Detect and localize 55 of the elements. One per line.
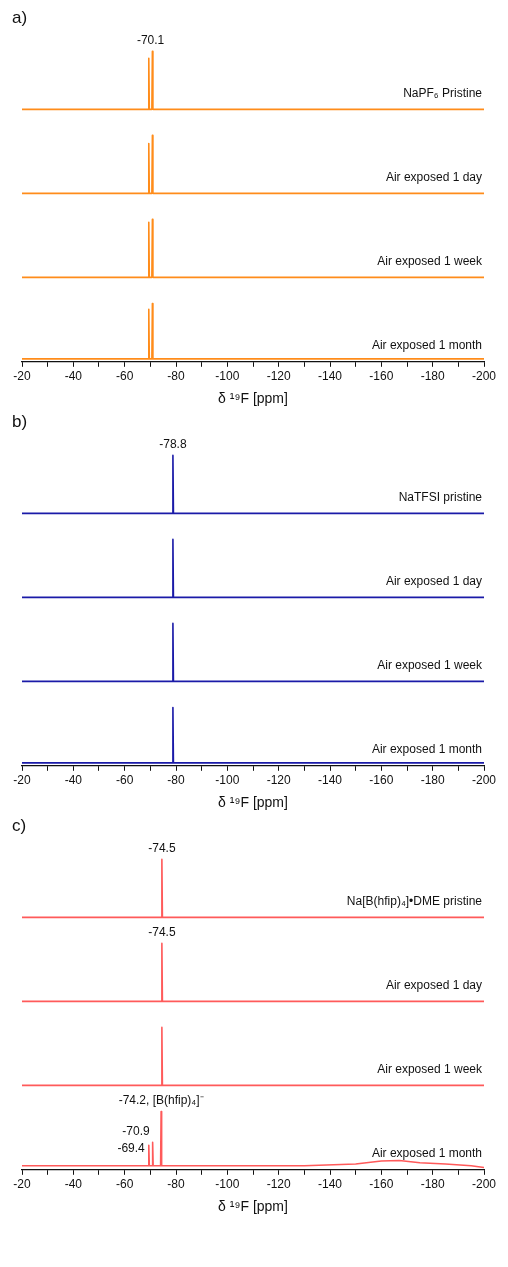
series-label: Air exposed 1 week <box>377 657 483 672</box>
x-tick-label: -140 <box>317 369 343 384</box>
x-axis-title: δ ¹⁹F [ppm] <box>218 1198 288 1215</box>
x-tick-label: -80 <box>167 1177 185 1192</box>
x-tick-label: -80 <box>167 773 185 788</box>
x-tick-label: -100 <box>215 1177 240 1192</box>
x-axis-title: δ ¹⁹F [ppm] <box>218 390 288 407</box>
x-tick-label: -160 <box>369 773 394 788</box>
x-tick-label: -40 <box>64 1177 83 1192</box>
series-label: Air exposed 1 day <box>385 169 482 184</box>
x-axis-title: δ ¹⁹F [ppm] <box>218 794 288 811</box>
x-tick-label: -40 <box>64 369 83 384</box>
x-tick-label: -120 <box>266 773 291 788</box>
x-tick-label: -40 <box>64 773 83 788</box>
x-tick-label: -200 <box>471 773 497 788</box>
series-label: Air exposed 1 week <box>377 253 483 268</box>
x-tick-label: -60 <box>115 1177 134 1192</box>
x-tick-label: -160 <box>369 1177 394 1192</box>
x-tick-label: -180 <box>420 773 445 788</box>
series-label: Air exposed 1 week <box>377 1061 483 1076</box>
x-tick-label: -20 <box>13 1177 31 1192</box>
annotation: -74.5 <box>148 840 176 855</box>
chart-title: b) <box>12 412 28 432</box>
x-tick-label: -120 <box>266 369 291 384</box>
x-tick-label: -180 <box>420 1177 445 1192</box>
x-tick-label: -80 <box>167 369 185 384</box>
x-tick-label: -60 <box>115 369 134 384</box>
annotation: -69.4 <box>117 1141 146 1156</box>
x-tick-label: -100 <box>215 369 240 384</box>
x-tick-label: -180 <box>420 369 445 384</box>
x-tick-label: -20 <box>13 773 31 788</box>
annotation: -70.1 <box>136 32 165 47</box>
x-tick-label: -140 <box>317 773 343 788</box>
x-tick-label: -200 <box>471 1177 497 1192</box>
annotation: -70.9 <box>122 1123 150 1138</box>
series-label: Air exposed 1 month <box>371 1146 482 1161</box>
series-label: Air exposed 1 day <box>385 573 482 588</box>
series-label: Air exposed 1 month <box>371 742 482 757</box>
series-label: NaPF₆ Pristine <box>403 85 483 100</box>
annotation: -74.2, [B(hfip)₄]⁻ <box>118 1092 204 1107</box>
chart-title: c) <box>12 816 27 836</box>
annotation: -74.5 <box>148 924 176 939</box>
x-tick-label: -120 <box>266 1177 291 1192</box>
chart-title: a) <box>12 8 28 28</box>
x-tick-label: -60 <box>115 773 134 788</box>
annotation: -78.8 <box>159 436 187 451</box>
series-label: Na[B(hfip)₄]•DME pristine <box>346 893 483 908</box>
x-tick-label: -140 <box>317 1177 343 1192</box>
x-tick-label: -200 <box>471 369 497 384</box>
x-tick-label: -100 <box>215 773 240 788</box>
series-label: NaTFSI pristine <box>398 489 483 504</box>
series-label: Air exposed 1 month <box>371 338 482 353</box>
x-tick-label: -20 <box>13 369 31 384</box>
x-tick-label: -160 <box>369 369 394 384</box>
series-label: Air exposed 1 day <box>385 977 482 992</box>
